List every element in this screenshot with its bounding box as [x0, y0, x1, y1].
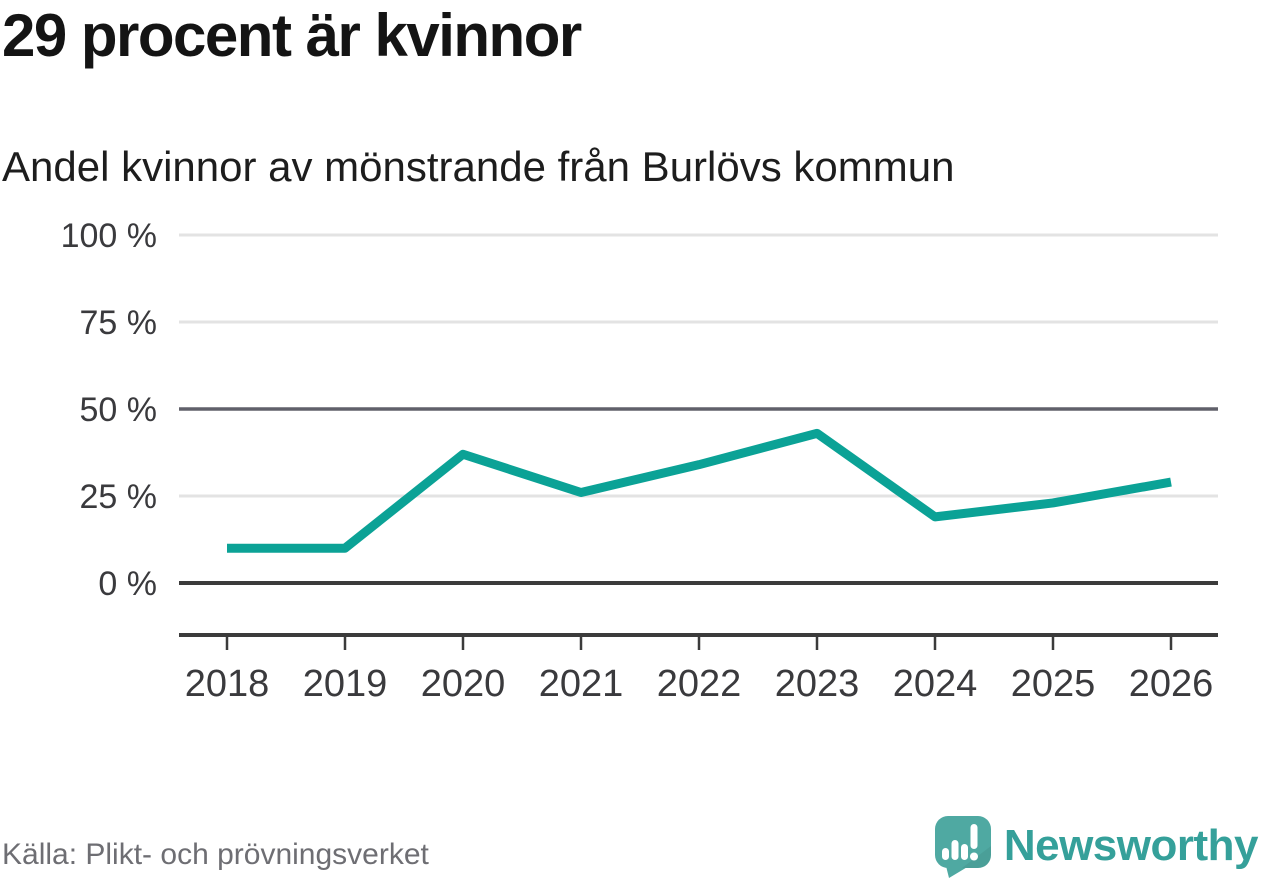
y-tick-label: 25 %: [80, 478, 158, 516]
x-tick-label: 2026: [1129, 663, 1214, 705]
newsworthy-logo-icon: [934, 816, 991, 878]
y-tick-label: 50 %: [80, 391, 158, 429]
logo-bars-icon: [941, 824, 978, 861]
page-title: 29 procent är kvinnor: [2, 2, 582, 69]
x-tick-label: 2019: [303, 663, 388, 705]
x-tick-label: 2023: [775, 663, 860, 705]
source-note: Källa: Plikt- och prövningsverket: [2, 838, 429, 871]
x-tick-label: 2021: [539, 663, 624, 705]
data-line-andel-kvinnor: [227, 428, 1172, 553]
newsworthy-logo-text: Newsworthy: [1003, 821, 1259, 870]
y-tick-label: 0 %: [98, 565, 157, 603]
x-tick-label: 2025: [1011, 663, 1096, 705]
x-tick-label: 2018: [185, 663, 270, 705]
chart-subtitle: Andel kvinnor av mönstrande från Burlövs…: [2, 143, 955, 190]
y-tick-label: 100 %: [61, 217, 157, 255]
newsworthy-brand: Newsworthy: [932, 814, 1259, 878]
x-tick-label: 2024: [893, 663, 978, 705]
x-tick-label: 2020: [421, 663, 506, 705]
y-tick-label: 75 %: [80, 304, 158, 342]
x-tick-label: 2022: [657, 663, 742, 705]
